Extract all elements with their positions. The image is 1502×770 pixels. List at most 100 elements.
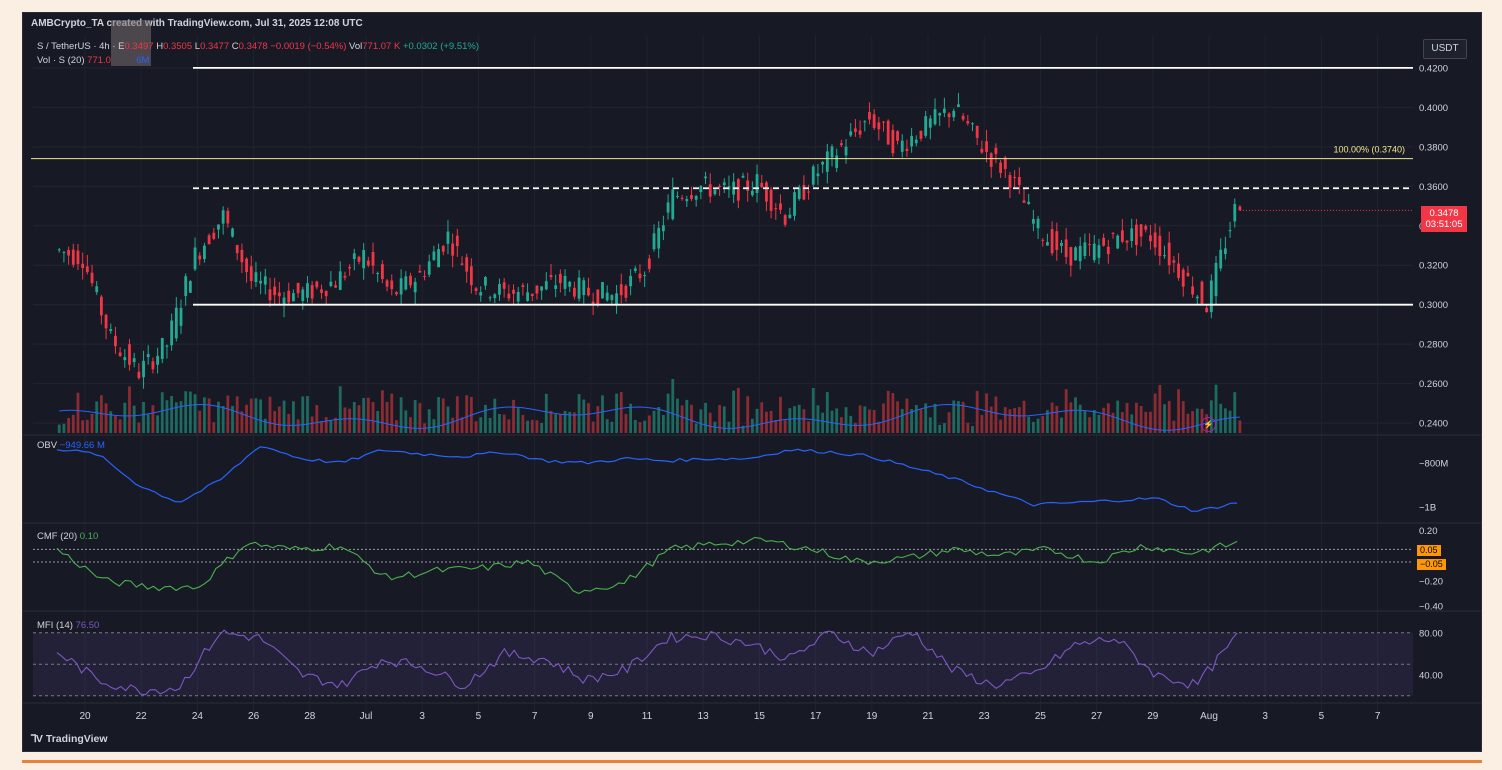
volume-bar	[118, 419, 122, 433]
candle-body	[71, 249, 75, 265]
mfi-legend: MFI (14) 76.50	[37, 620, 99, 631]
obv-tick-label: −800M	[1419, 459, 1448, 470]
candle-body	[793, 192, 796, 216]
volume-bar	[212, 422, 216, 433]
volume-bar	[1214, 384, 1218, 433]
candle-body	[409, 275, 412, 286]
volume-bar	[221, 405, 225, 433]
volume-bar	[465, 395, 469, 433]
volume-bar	[619, 392, 623, 433]
cmf-label[interactable]: CMF (20)	[37, 531, 78, 542]
current-price: 0.3478	[1429, 208, 1459, 219]
mfi-label[interactable]: MFI (14)	[37, 620, 73, 631]
volume-bar	[1120, 412, 1124, 433]
symbol-label[interactable]: S / TetherUS · 4h ·	[37, 41, 119, 52]
volume-bar	[914, 404, 918, 433]
volume-bar	[484, 404, 487, 433]
candle-body	[549, 274, 553, 278]
volume-bar	[722, 406, 726, 433]
candle-body	[85, 266, 89, 273]
volume-bar	[1055, 406, 1059, 433]
volume-bar	[638, 422, 642, 433]
volume-bar	[334, 417, 337, 433]
volume-bar	[385, 401, 389, 433]
volume-bar	[779, 396, 782, 433]
volume-bar	[666, 393, 670, 433]
candle-body	[296, 282, 300, 294]
volume-bar	[338, 386, 342, 433]
volume-bar	[1223, 408, 1227, 433]
candle-body	[554, 285, 558, 290]
volume-bar	[85, 419, 89, 433]
candle-body	[774, 208, 778, 210]
candle-body	[193, 247, 197, 270]
candle-body	[849, 131, 853, 136]
candle-body	[1177, 263, 1180, 278]
currency-button[interactable]: USDT	[1423, 39, 1467, 59]
volume-bar	[512, 399, 515, 433]
candle-body	[783, 215, 787, 225]
candle-body	[966, 121, 970, 124]
volume-bar	[231, 405, 234, 433]
volume-bar	[774, 419, 778, 433]
candle-body	[67, 249, 71, 256]
candle-body	[399, 278, 403, 295]
candle-body	[484, 277, 487, 286]
volume-bar	[835, 408, 839, 433]
cmf-line	[56, 536, 1238, 595]
candle-body	[924, 116, 928, 136]
candle-body	[1228, 230, 1232, 232]
candle-body	[1125, 240, 1129, 243]
candle-body	[99, 296, 103, 316]
volume-bar	[427, 409, 431, 433]
volume-bar	[296, 419, 300, 433]
volume-bar	[446, 406, 450, 433]
volume-bar	[858, 405, 862, 433]
obv-tick-label: −1B	[1419, 503, 1436, 514]
volume-bar	[263, 418, 267, 433]
candle-body	[1027, 201, 1031, 205]
volume-bar	[71, 414, 75, 433]
candle-body	[942, 108, 946, 113]
volume-bar	[802, 409, 806, 433]
obv-label[interactable]: OBV	[37, 440, 58, 451]
volume-bar	[1228, 410, 1232, 433]
open-value: 0.3497	[124, 41, 154, 52]
volume-bar	[146, 414, 150, 433]
mfi-tick-label: 40.00	[1419, 670, 1443, 681]
vol-value: 771.07 K	[362, 41, 401, 52]
close-value: 0.3478	[238, 41, 268, 52]
chart-canvas[interactable]: 0.42000.40000.38000.36000.34000.32000.30…	[23, 13, 1482, 752]
lightning-icon[interactable]: ⚡	[1201, 417, 1216, 432]
volume-bar	[891, 393, 895, 433]
change-value: −0.0019 (−0.54%)	[270, 41, 347, 52]
volume-bar	[746, 396, 750, 433]
cmf-tick-label: −0.20	[1419, 576, 1443, 587]
volume-bar	[287, 413, 291, 433]
candle-body	[573, 287, 576, 297]
volume-bar	[558, 414, 562, 433]
vol-line-label[interactable]: Vol · S (20)	[37, 55, 85, 66]
candle-body	[769, 189, 773, 211]
candle-body	[629, 275, 633, 287]
volume-bar	[1008, 409, 1012, 433]
candle-body	[844, 146, 848, 156]
volume-ma-line	[59, 403, 1240, 431]
candle-body	[306, 283, 309, 298]
candle-body	[1191, 286, 1195, 295]
volume-bar	[591, 421, 595, 433]
candle-body	[418, 270, 422, 273]
volume-bar	[301, 396, 305, 433]
volume-bar	[694, 423, 698, 433]
volume-bar	[123, 402, 127, 433]
candle-body	[179, 307, 183, 326]
volume-bar	[1111, 412, 1115, 433]
volume-bar	[971, 426, 974, 433]
time-tick-label: 5	[1319, 711, 1325, 722]
volume-bar	[502, 414, 506, 433]
candle-body	[854, 128, 857, 132]
candle-body	[249, 266, 253, 282]
volume-bar	[170, 395, 174, 433]
candle-body	[999, 162, 1002, 173]
candle-body	[128, 344, 131, 365]
